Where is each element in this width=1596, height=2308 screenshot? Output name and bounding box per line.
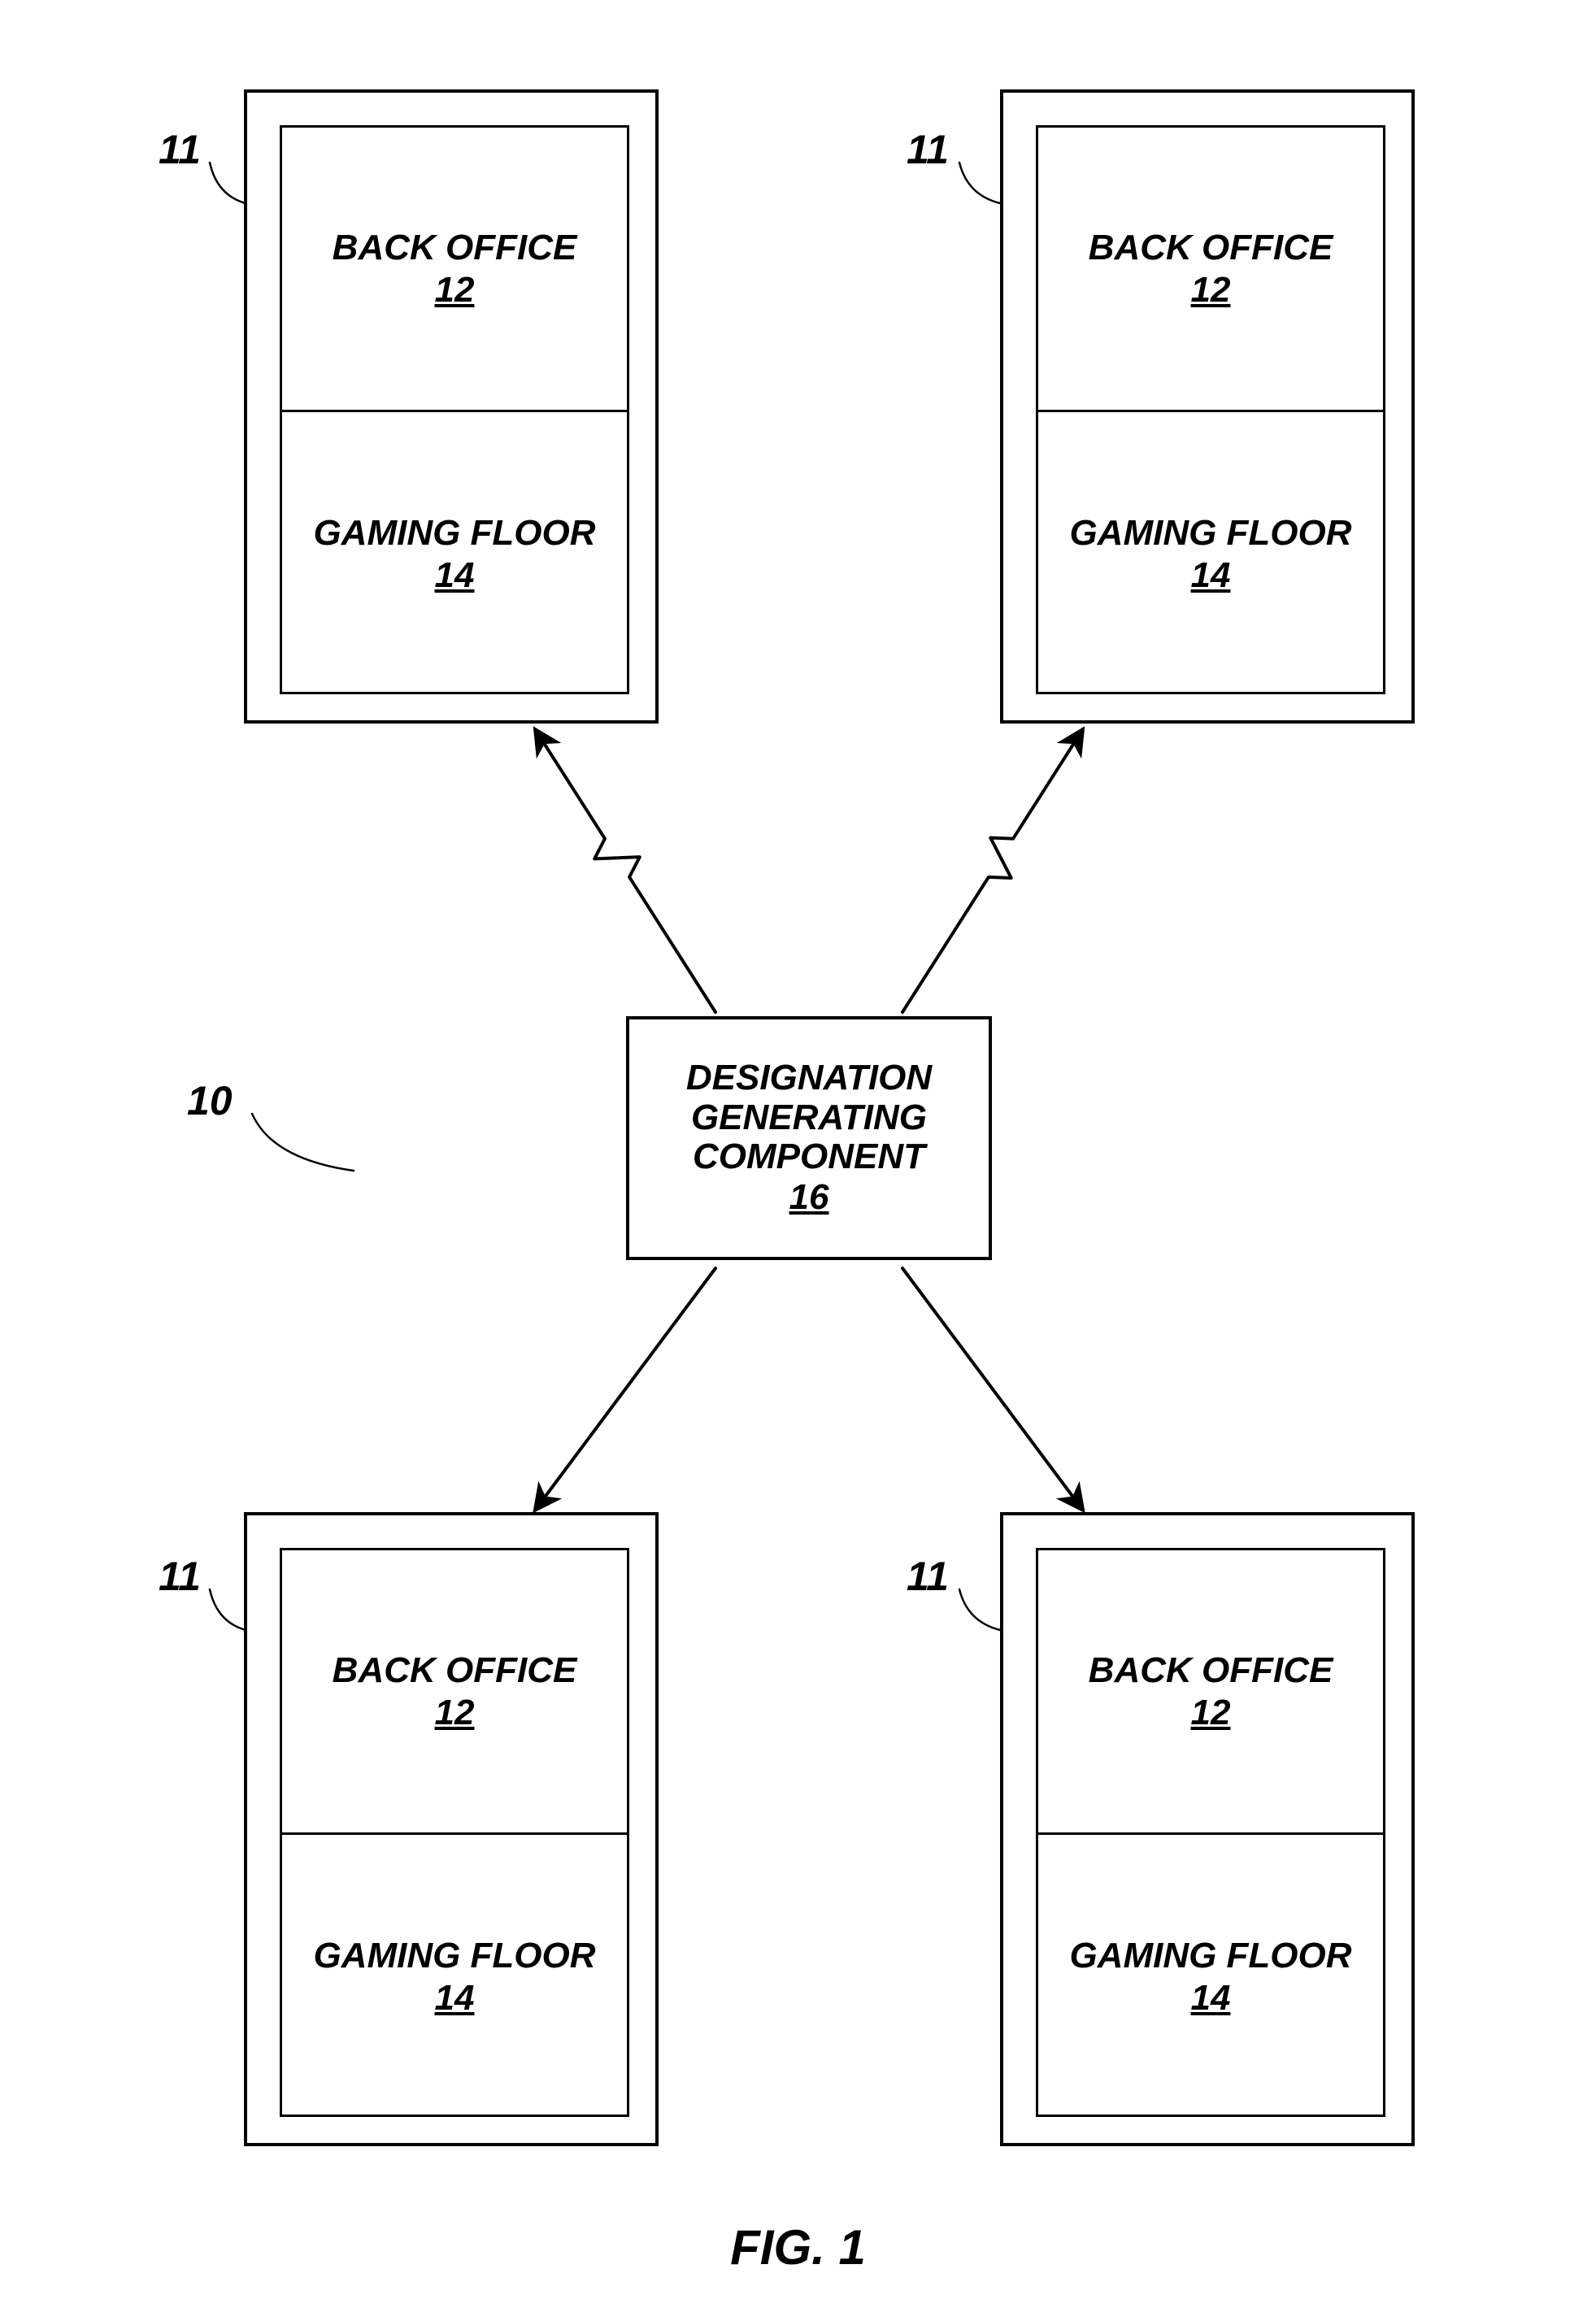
center-line2: GENERATING [691,1098,927,1137]
gaming-floor-cell: GAMING FLOOR 14 [1038,1835,1383,2119]
system-callout: 10 [187,1077,233,1124]
venue-callout-bl: 11 [159,1553,201,1600]
gaming-floor-cell: GAMING FLOOR 14 [282,1835,627,2119]
back-office-ref: 12 [1191,1693,1231,1733]
back-office-label: BACK OFFICE [333,228,577,268]
venue-callout-br: 11 [907,1553,949,1600]
gaming-floor-ref: 14 [1191,1978,1231,2019]
back-office-ref: 12 [435,270,475,311]
venue-inner: BACK OFFICE 12 GAMING FLOOR 14 [1036,125,1385,694]
back-office-cell: BACK OFFICE 12 [282,128,627,412]
back-office-cell: BACK OFFICE 12 [1038,128,1383,412]
designation-generating-component-box: DESIGNATION GENERATING COMPONENT 16 [626,1016,992,1260]
back-office-cell: BACK OFFICE 12 [1038,1550,1383,1835]
back-office-label: BACK OFFICE [1089,228,1333,268]
gaming-floor-ref: 14 [435,1978,475,2019]
venue-box-bottom-right: BACK OFFICE 12 GAMING FLOOR 14 [1000,1512,1415,2146]
back-office-label: BACK OFFICE [1089,1650,1333,1691]
gaming-floor-label: GAMING FLOOR [1069,1936,1351,1976]
venue-box-top-left: BACK OFFICE 12 GAMING FLOOR 14 [244,89,659,724]
gaming-floor-label: GAMING FLOOR [313,513,595,554]
gaming-floor-ref: 14 [435,555,475,596]
center-ref: 16 [789,1178,829,1217]
venue-inner: BACK OFFICE 12 GAMING FLOOR 14 [280,125,629,694]
center-line1: DESIGNATION [686,1058,932,1097]
venue-box-top-right: BACK OFFICE 12 GAMING FLOOR 14 [1000,89,1415,724]
back-office-cell: BACK OFFICE 12 [282,1550,627,1835]
back-office-label: BACK OFFICE [333,1650,577,1691]
figure-label: FIG. 1 [0,2219,1596,2275]
back-office-ref: 12 [435,1693,475,1733]
gaming-floor-label: GAMING FLOOR [313,1936,595,1976]
venue-callout-tl: 11 [159,126,201,173]
venue-callout-tr: 11 [907,126,949,173]
gaming-floor-ref: 14 [1191,555,1231,596]
venue-inner: BACK OFFICE 12 GAMING FLOOR 14 [280,1548,629,2117]
gaming-floor-label: GAMING FLOOR [1069,513,1351,554]
venue-inner: BACK OFFICE 12 GAMING FLOOR 14 [1036,1548,1385,2117]
back-office-ref: 12 [1191,270,1231,311]
center-line3: COMPONENT [693,1137,925,1176]
gaming-floor-cell: GAMING FLOOR 14 [1038,412,1383,697]
venue-box-bottom-left: BACK OFFICE 12 GAMING FLOOR 14 [244,1512,659,2146]
gaming-floor-cell: GAMING FLOOR 14 [282,412,627,697]
